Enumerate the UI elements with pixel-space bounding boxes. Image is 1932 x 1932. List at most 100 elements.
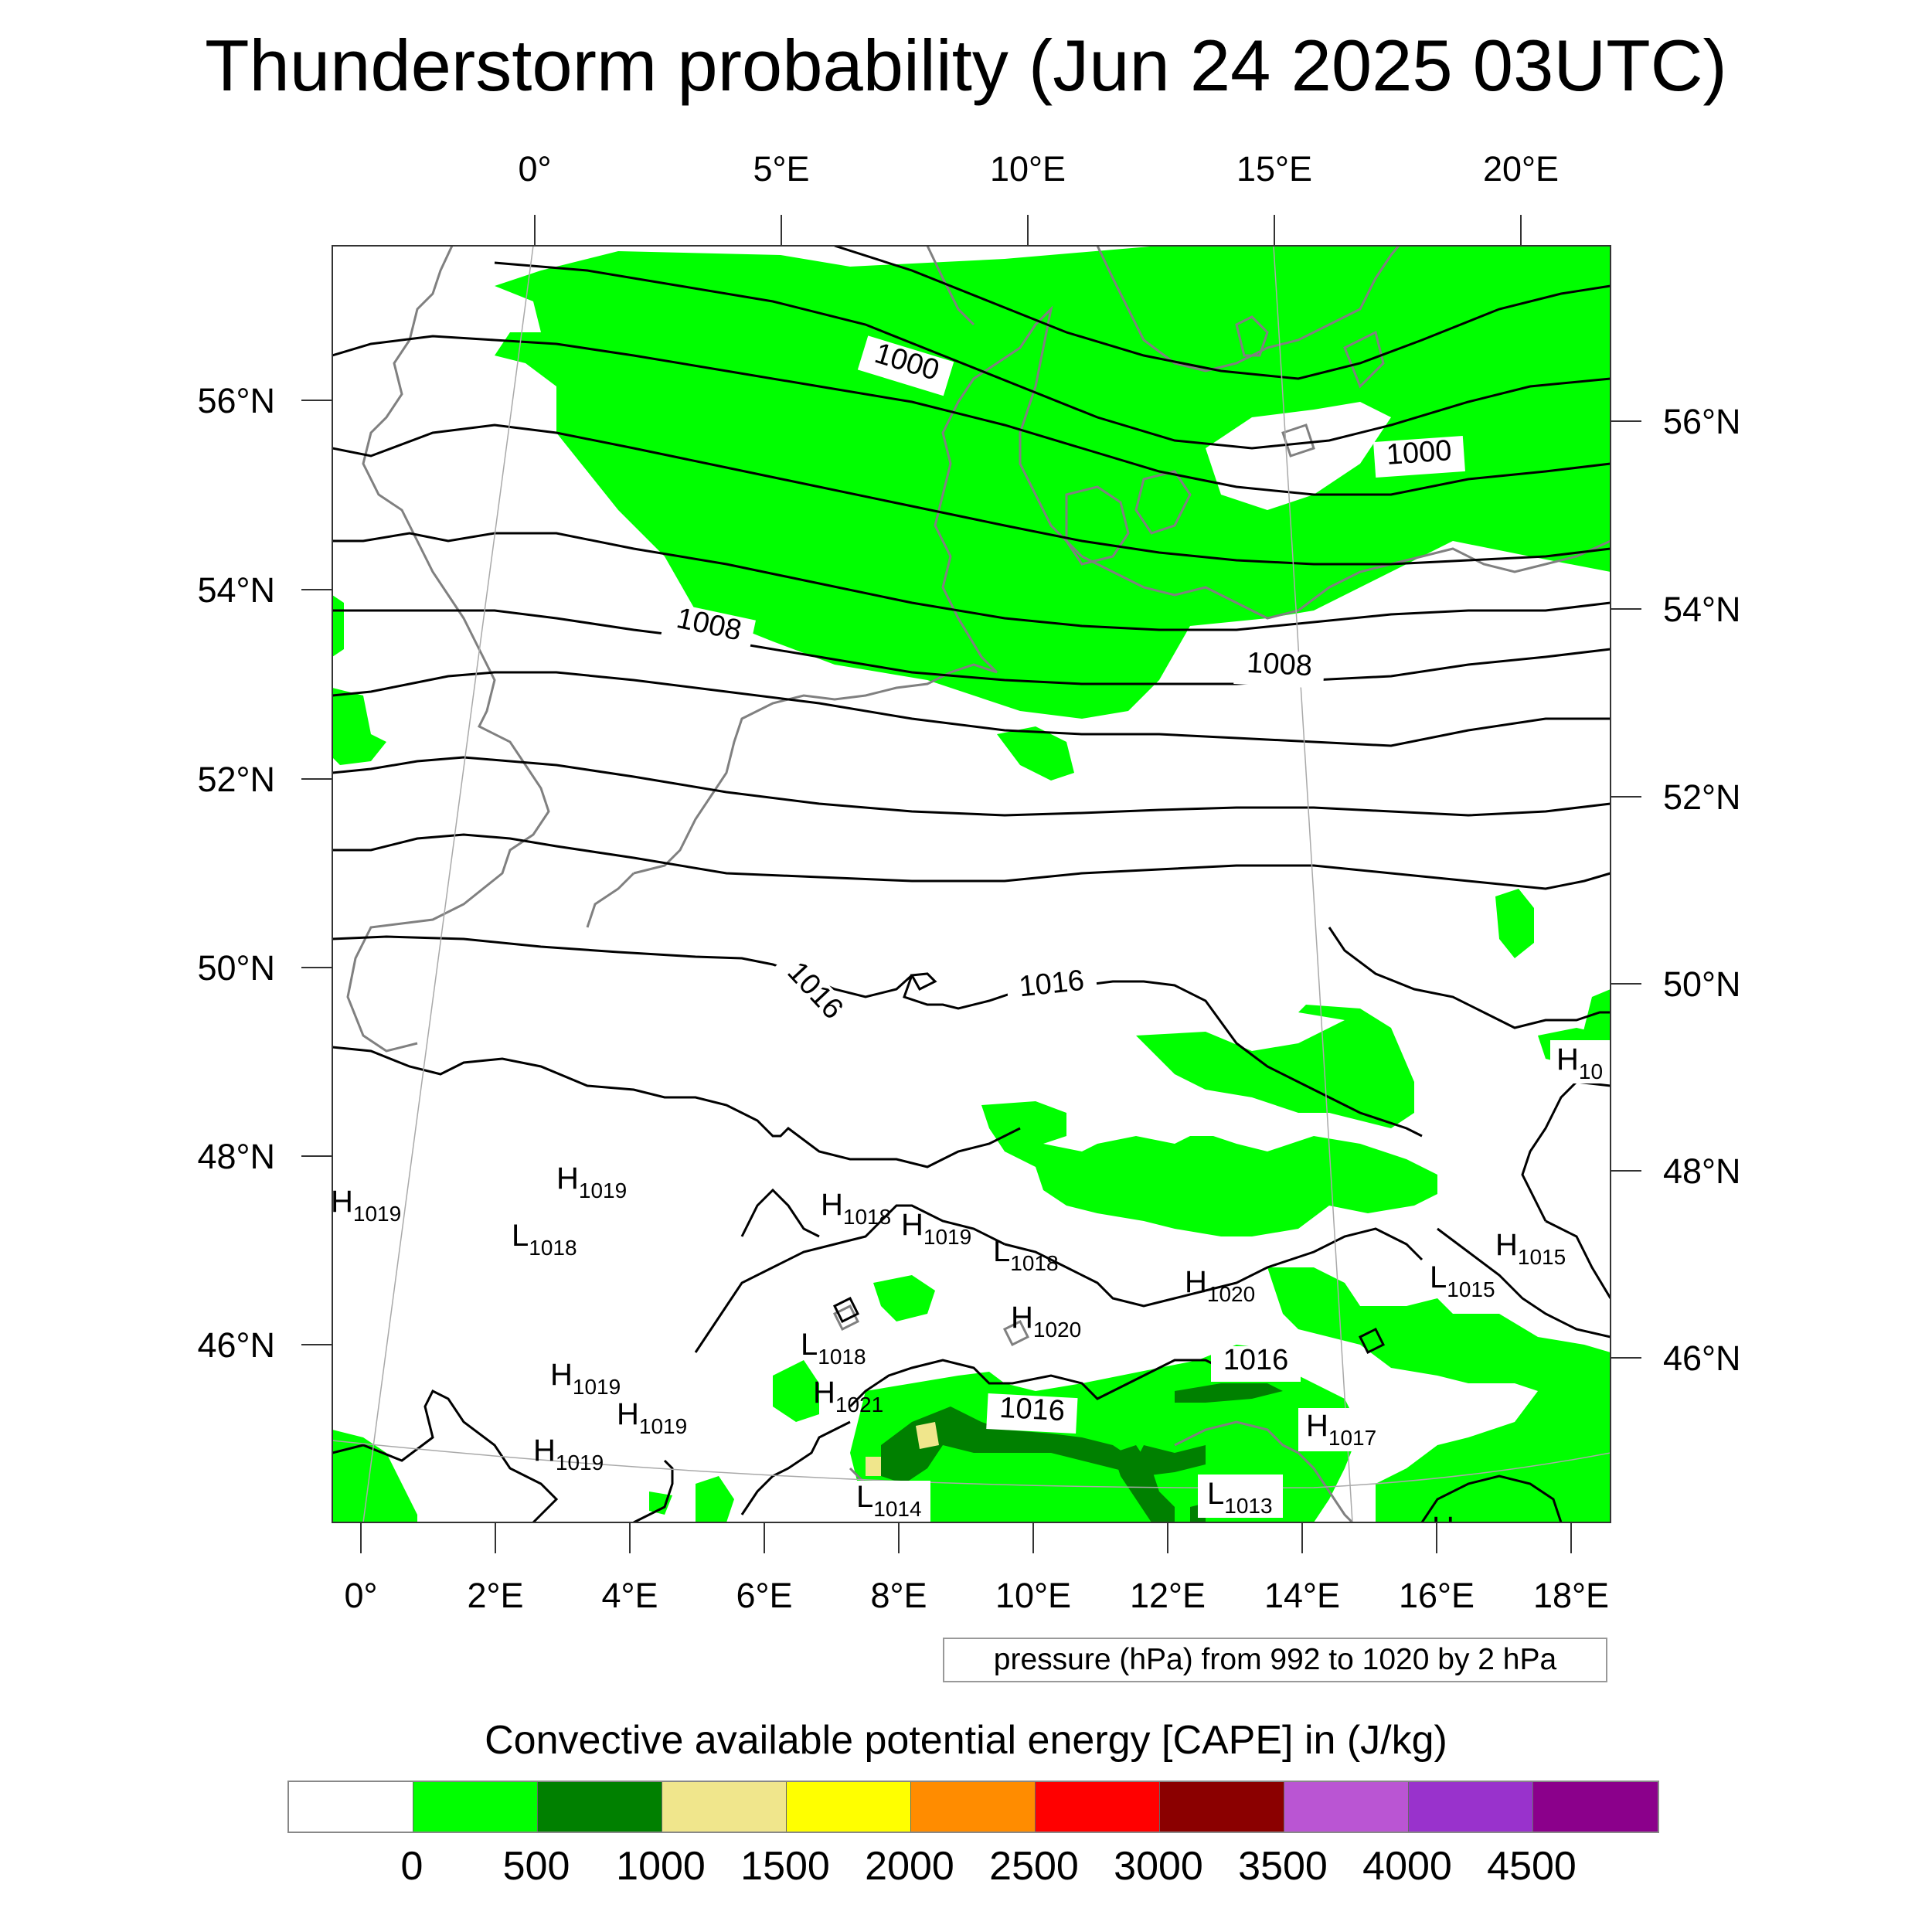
pressure-center-marker: H1018	[821, 1188, 891, 1229]
colorbar-swatch	[1533, 1782, 1658, 1832]
lat-label-left: 56°N	[197, 381, 275, 420]
pressure-center-marker: L1018	[512, 1219, 577, 1260]
isobar-1006	[332, 609, 1611, 685]
cape-area-north-holland	[997, 726, 1074, 781]
cape-area-poland	[1495, 889, 1534, 958]
coastline-britain-east	[346, 246, 550, 1053]
contour-label: 1016	[1018, 964, 1086, 1004]
cape-area-southwest-corner	[332, 1430, 417, 1522]
coastline-jutland-islands	[1235, 315, 1269, 357]
colorbar-label: 0	[400, 1844, 423, 1889]
colorbar-swatch	[1036, 1782, 1160, 1832]
contour-label: 1000	[1386, 434, 1453, 471]
colorbar-swatch	[538, 1782, 662, 1832]
colorbar-label: 4500	[1487, 1844, 1577, 1889]
isobar-1018-rhone	[633, 1459, 674, 1522]
colorbar-label: 3500	[1238, 1844, 1328, 1889]
pressure-center-marker: L1015	[1430, 1260, 1495, 1301]
colorbar-swatch	[911, 1782, 1036, 1832]
colorbar-swatch	[1160, 1782, 1284, 1832]
lat-label-left: 48°N	[197, 1137, 275, 1176]
cape-area-switzerland	[773, 1360, 819, 1422]
isobar-1018-swiss	[1004, 1227, 1423, 1308]
lat-label-right: 52°N	[1663, 777, 1741, 817]
isobar-1015-hungary	[1545, 1219, 1611, 1299]
coastline-baltic-south	[1081, 539, 1611, 620]
isobar-1014-south	[740, 1420, 851, 1515]
coastline-danish-islands	[1065, 470, 1192, 566]
page-title: Thunderstorm probability (Jun 24 2025 03…	[205, 25, 1727, 106]
isobar-1002	[332, 423, 1611, 566]
coastline-france-channel	[586, 872, 635, 928]
isobar-998	[494, 261, 1611, 450]
cape-area-north-sea-baltic	[495, 246, 1611, 719]
pressure-center-marker: H1019	[617, 1397, 687, 1438]
pressure-center-marker: H1019	[550, 1358, 621, 1399]
isobar-1010	[332, 756, 1611, 817]
isobar-1000	[332, 335, 1611, 496]
pressure-center-marker: H1017	[1306, 1409, 1376, 1450]
colorbar-swatch	[413, 1782, 538, 1832]
isobar-1012	[332, 833, 1611, 890]
meridian-0	[362, 246, 534, 1522]
pressure-center-marker: H1019	[331, 1185, 401, 1226]
cape-area-west-edge	[332, 595, 344, 657]
lat-label-right: 56°N	[1663, 402, 1741, 441]
pressure-center-marker: L1014	[856, 1480, 922, 1521]
isobar-1018-alps-inner	[740, 1188, 820, 1238]
cape-khaki-ligurian	[866, 1457, 881, 1476]
cape-area-baltic-east	[1206, 402, 1391, 510]
pressure-center-marker: H1020	[1185, 1265, 1255, 1306]
graticule-layer	[332, 246, 1611, 1522]
colorbar-label: 1000	[616, 1844, 706, 1889]
pressure-center-marker: H1019	[533, 1434, 604, 1475]
cape-area-austria-hungary	[1267, 1267, 1611, 1522]
pressure-center-marker-partial: H	[1432, 1511, 1454, 1545]
pressure-center-marker: H10	[1556, 1043, 1603, 1083]
cape-area-bavaria	[981, 1101, 1437, 1236]
lon-label-top: 20°E	[1483, 149, 1559, 189]
colorbar-swatch	[787, 1782, 911, 1832]
isobar-996	[834, 246, 1611, 380]
isobar-1018-france	[332, 1389, 559, 1522]
coastline-layer	[346, 246, 1611, 1522]
isobar-1016-loop-center	[910, 972, 937, 991]
bottom-lon-labels: 0° 2°E 4°E 6°E 8°E 10°E 12°E 14°E 16°E 1…	[344, 1576, 1609, 1615]
pressure-center-layer: H1019 H1019 L1018 H1018 H1019 L1018 H102…	[331, 1040, 1611, 1545]
lat-label-right: 48°N	[1663, 1151, 1741, 1191]
lon-label-bottom: 2°E	[467, 1576, 523, 1615]
colorbar-label: 500	[502, 1844, 570, 1889]
isobar-layer	[332, 246, 1611, 1522]
colorbar	[287, 1781, 1659, 1833]
cape-area-south-centre	[649, 1492, 672, 1515]
lon-label-bottom: 18°E	[1533, 1576, 1609, 1615]
cape-area-jura	[873, 1275, 935, 1321]
lon-label-top: 10°E	[990, 149, 1066, 189]
lat-label-left: 50°N	[197, 948, 275, 988]
lon-label-bottom: 6°E	[736, 1576, 792, 1615]
lat-label-left: 54°N	[197, 570, 275, 610]
colorbar-label: 4000	[1362, 1844, 1452, 1889]
isobar-1018-alps-west	[694, 1204, 1005, 1353]
tick-mark-layer	[301, 215, 1641, 1553]
isobar-1017-loops	[832, 1296, 1386, 1355]
colorbar-label: 2500	[989, 1844, 1079, 1889]
cape-khaki-piedmont	[916, 1422, 939, 1449]
colorbar-label: 3000	[1114, 1844, 1203, 1889]
left-lat-labels: 56°N 54°N 52°N 50°N 48°N 46°N	[197, 381, 275, 1365]
lon-label-bottom: 14°E	[1264, 1576, 1340, 1615]
coastline-adriatic-north	[1174, 1420, 1354, 1522]
isobar-1016-right	[1521, 1080, 1611, 1222]
map-frame	[332, 245, 1611, 1523]
lon-label-top: 0°	[518, 149, 551, 189]
lon-label-top: 15°E	[1236, 149, 1312, 189]
lon-label-bottom: 8°E	[870, 1576, 927, 1615]
lon-label-top: 5°E	[753, 149, 809, 189]
coastline-benelux-germany	[633, 663, 998, 875]
colorbar-label: 2000	[865, 1844, 954, 1889]
lon-label-bottom: 12°E	[1130, 1576, 1206, 1615]
lat-label-left: 52°N	[197, 760, 275, 799]
cape-area-provence	[696, 1476, 734, 1522]
contour-label: 1016	[998, 1392, 1066, 1427]
